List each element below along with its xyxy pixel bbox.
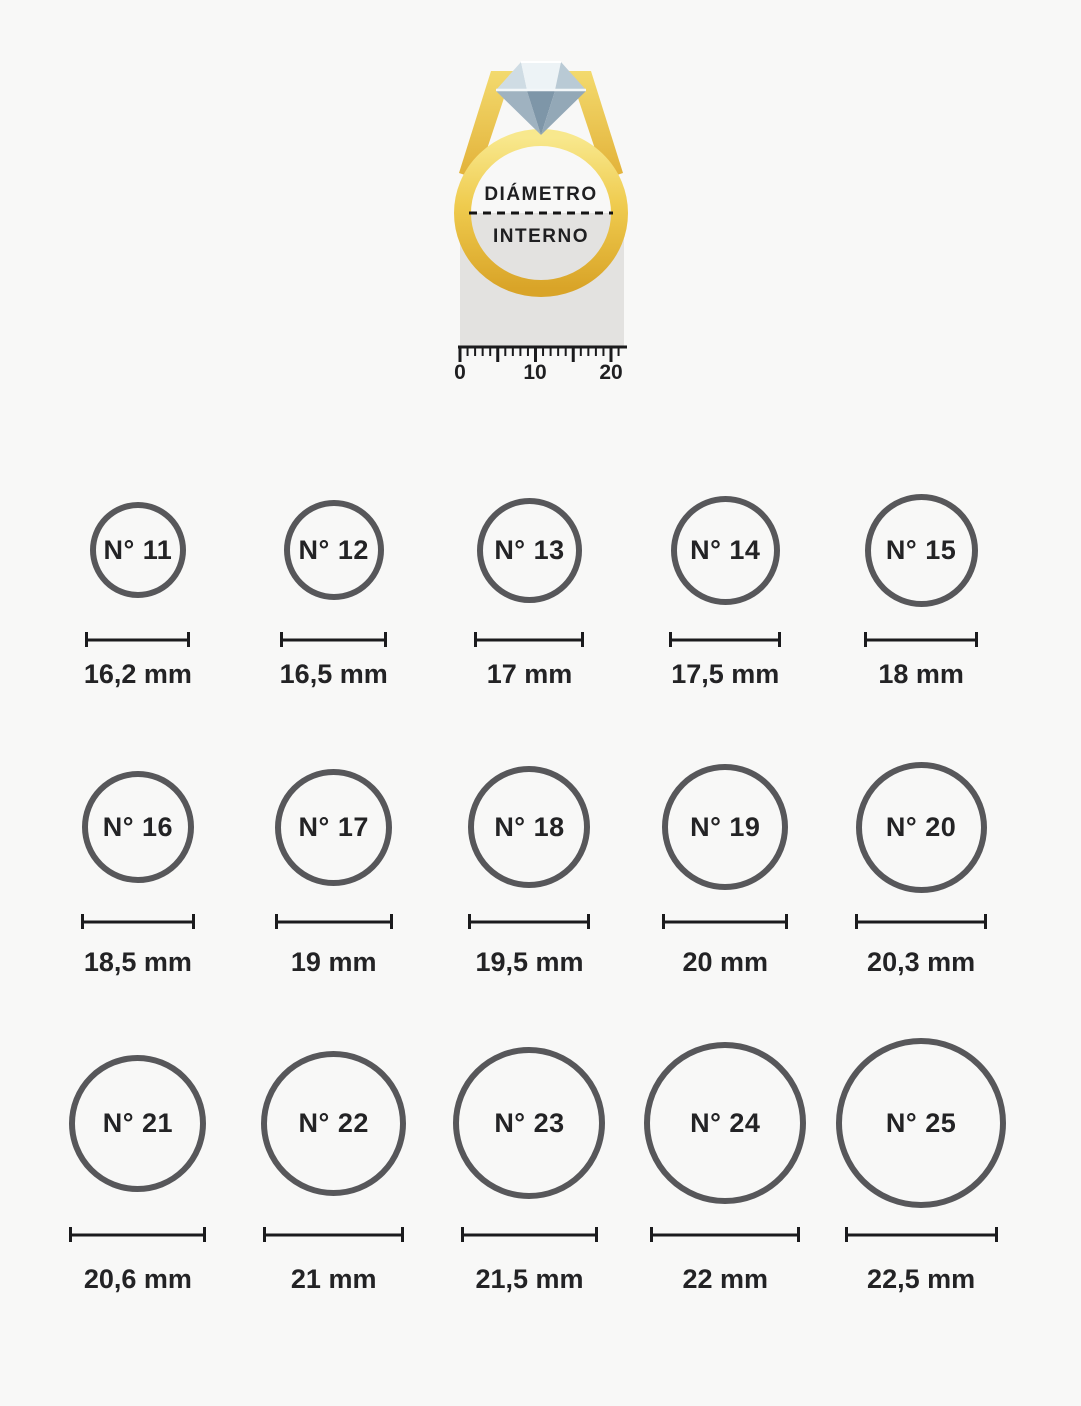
ring-size-circle: N° 17	[275, 768, 393, 886]
ruler-label-0: 0	[454, 361, 466, 384]
ring-size-number: N° 11	[103, 534, 173, 565]
ring-diameter-figure: DIÁMETRO INTERNO 0 10 20	[431, 55, 651, 395]
ring-size-number: N° 12	[298, 534, 369, 565]
ring-size-circle: N° 19	[662, 764, 789, 890]
ring-size-number: N° 13	[494, 534, 565, 565]
ring-size-circle: N° 22	[261, 1050, 407, 1196]
diameter-value: 20,6 mm	[83, 1264, 192, 1294]
diameter-measure-line	[844, 1227, 998, 1242]
ring-size-item: N° 15 18 mm	[823, 470, 1019, 690]
diameter-value: 20,3 mm	[867, 947, 976, 977]
ring-size-item: N° 24 22 mm	[627, 1035, 823, 1295]
diameter-value: 19,5 mm	[475, 947, 584, 977]
ring-size-grid: N° 11 16,2 mm N° 12 16,5 mm N° 13 17 mm …	[0, 470, 1081, 1295]
diameter-label: DIÁMETRO	[484, 183, 597, 205]
ring-size-circle: N° 18	[468, 766, 591, 888]
internal-label: INTERNO	[493, 226, 589, 247]
ring-size-number: N° 15	[885, 534, 957, 565]
ring-prongs	[458, 71, 623, 179]
ring-size-circle: N° 14	[670, 495, 780, 605]
diameter-value: 21,5 mm	[475, 1264, 584, 1294]
ring-size-number: N° 19	[690, 811, 761, 842]
ring-size-circle: N° 21	[69, 1054, 207, 1192]
diameter-value: 21 mm	[290, 1264, 377, 1294]
ring-size-number: N° 24	[690, 1107, 761, 1138]
diameter-measure-line	[85, 632, 191, 647]
diameter-measure-line	[650, 1227, 801, 1242]
ring-size-number: N° 18	[494, 811, 565, 842]
diameter-value: 17 mm	[486, 659, 573, 689]
ring-size-circle: N° 25	[836, 1038, 1007, 1208]
diameter-value: 16,5 mm	[279, 659, 388, 689]
ring-size-number: N° 25	[885, 1107, 957, 1138]
diameter-measure-line	[274, 914, 393, 929]
ring-size-item: N° 19 20 mm	[627, 757, 823, 978]
gold-ring-band	[453, 129, 628, 297]
ring-size-item: N° 21 20,6 mm	[40, 1035, 236, 1295]
ruler-label-20: 20	[599, 361, 622, 384]
diamond-icon	[495, 61, 586, 135]
ring-size-number: N° 17	[298, 811, 369, 842]
ring-size-item: N° 20 20,3 mm	[823, 757, 1019, 978]
ring-size-circle: N° 12	[283, 500, 384, 600]
ring-size-number: N° 22	[298, 1107, 369, 1138]
ruler-label-10: 10	[523, 361, 546, 384]
diameter-value: 19 mm	[290, 947, 377, 977]
diameter-measure-line	[460, 1227, 598, 1242]
ring-size-circle: N° 11	[89, 502, 186, 598]
ring-size-item: N° 23 21,5 mm	[432, 1035, 628, 1295]
diameter-measure-line	[864, 632, 979, 647]
diameter-value: 17,5 mm	[671, 659, 780, 689]
diameter-value: 18 mm	[878, 659, 964, 689]
ring-size-circle: N° 24	[644, 1042, 807, 1204]
ring-size-item: N° 18 19,5 mm	[432, 757, 628, 978]
ring-size-number: N° 23	[494, 1107, 565, 1138]
diameter-measure-line	[669, 632, 782, 647]
ring-size-number: N° 16	[102, 811, 174, 842]
diameter-measure-line	[69, 1227, 207, 1242]
diameter-measure-line	[855, 914, 988, 929]
diameter-measure-line	[80, 914, 195, 929]
ring-size-item: N° 22 21 mm	[236, 1035, 432, 1295]
diameter-value: 18,5 mm	[83, 947, 192, 977]
ring-size-circle: N° 16	[81, 771, 194, 883]
ring-size-number: N° 14	[690, 534, 761, 565]
gold-ring-illustration: DIÁMETRO INTERNO 0 10 20	[453, 61, 628, 384]
size-row-3: N° 21 20,6 mm N° 22 21 mm N° 23 21,5 mm …	[40, 1035, 1019, 1295]
ring-size-number: N° 21	[102, 1107, 174, 1138]
diameter-value: 22 mm	[682, 1264, 769, 1294]
ring-size-item: N° 17 19 mm	[236, 757, 432, 978]
ring-size-number: N° 20	[885, 811, 957, 842]
diameter-measure-line	[263, 1227, 405, 1242]
diameter-value: 16,2 mm	[83, 659, 192, 689]
ring-size-item: N° 13 17 mm	[432, 470, 628, 690]
diameter-measure-line	[468, 914, 591, 929]
ring-size-circle: N° 23	[453, 1047, 606, 1199]
ruler-ticks	[458, 347, 620, 362]
diameter-measure-line	[280, 632, 388, 647]
diameter-value: 20 mm	[682, 947, 769, 977]
ring-size-circle: N° 13	[476, 497, 582, 603]
size-row-2: N° 16 18,5 mm N° 17 19 mm N° 18 19,5 mm …	[40, 757, 1019, 978]
ruler: 0 10 20	[454, 345, 627, 384]
diameter-measure-line	[474, 632, 585, 647]
diameter-value: 22,5 mm	[867, 1264, 976, 1294]
ring-size-item: N° 11 16,2 mm	[40, 470, 236, 690]
ring-size-item: N° 12 16,5 mm	[236, 470, 432, 690]
ring-size-circle: N° 15	[864, 493, 978, 607]
ring-size-item: N° 25 22,5 mm	[823, 1035, 1019, 1295]
diameter-measure-line	[662, 914, 789, 929]
ring-size-item: N° 16 18,5 mm	[40, 757, 236, 978]
ring-size-circle: N° 20	[855, 761, 987, 893]
ring-size-item: N° 14 17,5 mm	[627, 470, 823, 690]
size-row-1: N° 11 16,2 mm N° 12 16,5 mm N° 13 17 mm …	[40, 470, 1019, 690]
